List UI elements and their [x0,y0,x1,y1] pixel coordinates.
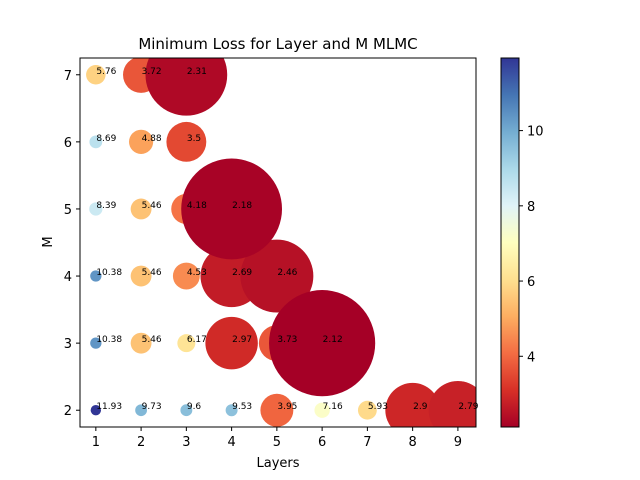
y-tick-label: 5 [64,203,72,218]
x-tick-label: 4 [227,435,235,450]
chart-title: Minimum Loss for Layer and M MLMC [138,35,417,53]
data-label: 2.12 [323,335,343,345]
scatter-point [130,265,152,287]
x-tick-label: 7 [363,435,371,450]
scatter-point [90,337,102,349]
scatter-point [135,404,147,417]
x-tick-label: 9 [454,435,462,450]
scatter-point [130,332,152,354]
scatter-point [145,58,228,116]
colorbar-tick-label: 6 [527,275,535,290]
scatter-point [89,202,103,216]
data-label: 2.31 [187,67,207,77]
data-label: 4.18 [187,201,207,211]
data-label: 5.93 [368,402,388,412]
colorbar [500,57,520,428]
data-label: 3.5 [187,134,201,144]
y-axis-ticks: 2 3 4 5 6 7 [64,69,80,419]
scatter-point [181,158,283,260]
x-tick-label: 3 [182,435,190,450]
scatter-point [89,135,103,149]
data-label: 9.73 [142,402,162,412]
data-label: 2.46 [277,268,297,278]
data-label: 3.73 [277,335,297,345]
x-axis-ticks: 1 2 3 4 5 6 7 8 9 [92,427,462,450]
data-label: 10.38 [96,335,122,345]
data-label: 8.39 [96,201,116,211]
data-label: 2.97 [232,335,252,345]
scatter-point [357,400,377,420]
data-label: 5.46 [142,201,162,211]
colorbar-ticks: 4 6 8 10 [519,125,544,365]
data-label: 9.53 [232,402,252,412]
data-label: 5.76 [96,67,116,77]
x-tick-label: 1 [92,435,100,450]
scatter-point [240,239,314,313]
scatter-point [177,334,196,353]
data-label: 9.6 [187,402,202,412]
data-label: 5.46 [142,268,162,278]
scatter-point [428,381,476,427]
y-tick-label: 3 [64,337,72,352]
scatter-point [180,404,193,417]
scatter-point [172,262,200,290]
x-tick-label: 8 [408,435,416,450]
y-tick-label: 4 [64,270,72,285]
data-label: 4.88 [142,134,162,144]
x-tick-label: 2 [137,435,145,450]
data-label: 2.9 [413,402,428,412]
data-label: 7.16 [323,402,343,412]
y-tick-label: 6 [64,136,72,151]
scatter-point [86,65,106,85]
scatter-point [385,382,440,427]
scatter-point [128,129,154,154]
data-label: 3.95 [277,402,297,412]
data-label: 2.79 [458,402,478,412]
scatter-point [90,405,102,416]
data-label: 10.38 [96,268,122,278]
colorbar-tick-label: 10 [527,125,544,140]
data-label: 11.93 [96,402,122,412]
colorbar-tick-label: 4 [527,350,535,365]
data-label: 4.53 [187,268,207,278]
y-tick-label: 2 [64,404,72,419]
plot-frame [79,57,477,428]
data-label: 6.17 [187,335,207,345]
data-label: 5.46 [142,335,162,345]
data-label: 2.18 [232,201,252,211]
y-tick-label: 7 [64,69,72,84]
scatter-point [166,121,207,162]
scatter-point [205,316,258,370]
scatter-point [260,393,294,427]
data-label: 3.72 [142,67,162,77]
scatter-point [225,404,238,417]
data-label: 8.69 [96,134,116,144]
scatter-point [314,402,330,418]
x-tick-label: 6 [318,435,326,450]
x-tick-label: 5 [273,435,281,450]
scatter-point [130,198,152,220]
scatter-point [90,270,102,282]
x-axis-label: Layers [256,456,299,471]
y-axis-label: M [41,236,56,247]
data-labels-layer: 5.76 3.72 2.31 8.69 4.88 3.5 8.39 5.46 4.18 2.18 1… [96,67,478,412]
points-layer [86,58,476,427]
data-label: 2.69 [232,268,252,278]
colorbar-tick-label: 8 [527,200,535,215]
scatter-point [269,290,376,397]
